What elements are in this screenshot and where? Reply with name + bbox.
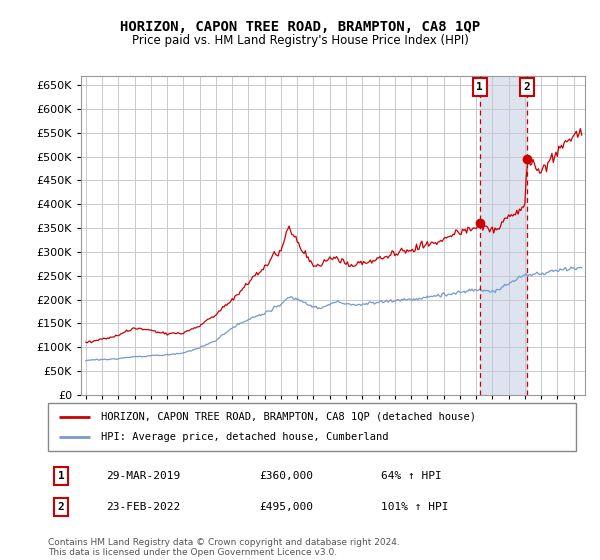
Text: Price paid vs. HM Land Registry's House Price Index (HPI): Price paid vs. HM Land Registry's House … [131, 34, 469, 48]
Text: 1: 1 [58, 471, 65, 481]
Text: 2: 2 [58, 502, 65, 512]
Text: 29-MAR-2019: 29-MAR-2019 [106, 471, 181, 481]
Text: 1: 1 [476, 82, 483, 92]
Bar [480, 76, 527, 395]
Text: 2: 2 [524, 82, 530, 92]
Text: HPI: Average price, detached house, Cumberland: HPI: Average price, detached house, Cumb… [101, 432, 388, 442]
Text: 23-FEB-2022: 23-FEB-2022 [106, 502, 181, 512]
Text: HORIZON, CAPON TREE ROAD, BRAMPTON, CA8 1QP (detached house): HORIZON, CAPON TREE ROAD, BRAMPTON, CA8 … [101, 412, 476, 422]
Text: £360,000: £360,000 [259, 471, 313, 481]
Text: 101% ↑ HPI: 101% ↑ HPI [380, 502, 448, 512]
Text: HORIZON, CAPON TREE ROAD, BRAMPTON, CA8 1QP: HORIZON, CAPON TREE ROAD, BRAMPTON, CA8 … [120, 20, 480, 34]
FancyBboxPatch shape [48, 403, 576, 451]
Text: 64% ↑ HPI: 64% ↑ HPI [380, 471, 442, 481]
Text: Contains HM Land Registry data © Crown copyright and database right 2024.
This d: Contains HM Land Registry data © Crown c… [48, 538, 400, 557]
Text: £495,000: £495,000 [259, 502, 313, 512]
